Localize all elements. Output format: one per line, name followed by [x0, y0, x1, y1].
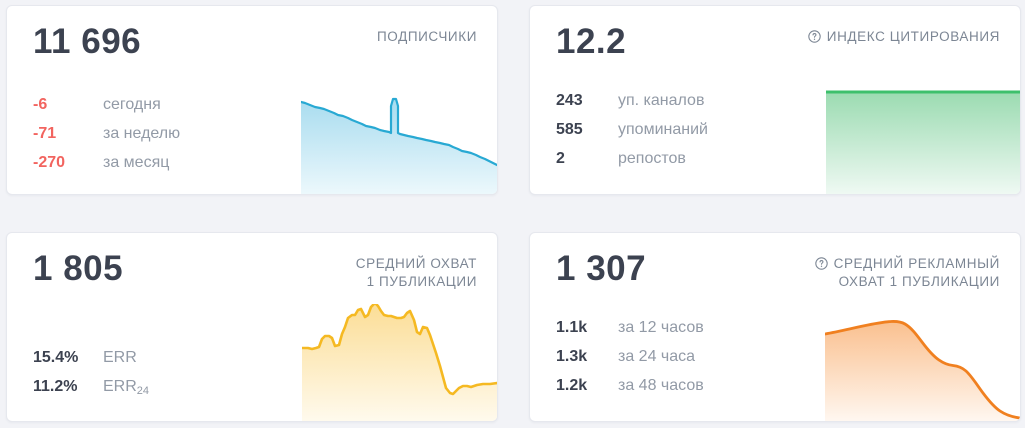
stat-label: за 48 часов: [618, 377, 704, 394]
stat-label: ERR24: [103, 378, 150, 397]
chart-line: [301, 97, 497, 167]
citation-index-label-text: ИНДЕКС ЦИТИРОВАНИЯ: [826, 29, 1000, 44]
stat-row: 11.2% ERR24: [33, 378, 149, 407]
stat-value: 1.2k: [556, 377, 588, 394]
citation-index-sparkline-chart: [826, 89, 1020, 194]
stat-value: 1.1k: [556, 319, 588, 336]
stat-value: 2: [556, 150, 565, 167]
average-ad-reach-label: СРЕДНИЙ РЕКЛАМНЫЙ ОХВАТ 1 ПУБЛИКАЦИИ: [814, 251, 1000, 291]
stat-row: -71 за неделю: [33, 125, 180, 154]
stat-value: 1.3k: [556, 348, 588, 365]
stat-value: 15.4%: [33, 349, 79, 366]
stat-label: сегодня: [103, 96, 161, 113]
citation-index-label: ИНДЕКС ЦИТИРОВАНИЯ: [808, 24, 1000, 46]
subscribers-value: 11 696: [33, 22, 142, 61]
chart-line: [302, 304, 497, 396]
average-ad-reach-value: 1 307: [556, 249, 647, 288]
card-header: 11 696 ПОДПИСЧИКИ: [7, 6, 497, 59]
stat-row: 1.2k за 48 часов: [556, 377, 704, 406]
stat-label: репостов: [618, 150, 686, 167]
card-subscribers[interactable]: 11 696 ПОДПИСЧИКИ -6 сегодня -71 за неде…: [6, 5, 498, 195]
average-reach-label-lines: СРЕДНИЙ ОХВАТ 1 ПУБЛИКАЦИИ: [356, 255, 477, 291]
average-ad-reach-label-line2: ОХВАТ 1 ПУБЛИКАЦИИ: [838, 274, 1000, 290]
stat-value: -270: [33, 154, 66, 171]
stat-label: уп. каналов: [618, 92, 705, 109]
stat-row: 2 репостов: [556, 150, 708, 179]
average-reach-stats: 15.4% ERR 11.2% ERR24: [33, 349, 149, 407]
card-average-ad-reach[interactable]: 1 307 СРЕДНИЙ РЕКЛАМНЫЙ ОХВАТ 1 ПУБЛИКАЦ…: [529, 232, 1021, 422]
chart-area-fill: [302, 304, 497, 421]
subscribers-stats: -6 сегодня -71 за неделю -270 за месяц: [33, 96, 180, 183]
card-citation-index[interactable]: 12.2 ИНДЕКС ЦИТИРОВАНИЯ 243 уп. каналов …: [529, 5, 1021, 195]
stat-row: -270 за месяц: [33, 154, 180, 183]
stat-row: -6 сегодня: [33, 96, 180, 125]
average-reach-sparkline-chart: [302, 304, 497, 421]
average-reach-label: СРЕДНИЙ ОХВАТ 1 ПУБЛИКАЦИИ: [356, 251, 477, 291]
subscribers-sparkline-chart: [301, 93, 497, 194]
citation-index-value: 12.2: [556, 22, 627, 61]
average-ad-reach-stats: 1.1k за 12 часов 1.3k за 24 часа 1.2k за…: [556, 319, 704, 406]
stat-label: за месяц: [103, 154, 170, 171]
stat-value: 243: [556, 92, 583, 109]
average-ad-reach-label-lines: СРЕДНИЙ РЕКЛАМНЫЙ ОХВАТ 1 ПУБЛИКАЦИИ: [834, 255, 1000, 291]
card-average-reach[interactable]: 1 805 СРЕДНИЙ ОХВАТ 1 ПУБЛИКАЦИИ 15.4% E…: [6, 232, 498, 422]
stat-value: 11.2%: [33, 378, 78, 395]
stat-row: 585 упоминаний: [556, 121, 708, 150]
average-reach-label-line2: 1 ПУБЛИКАЦИИ: [366, 274, 477, 290]
stat-row: 243 уп. каналов: [556, 92, 708, 121]
chart-area-fill: [826, 92, 1020, 194]
stat-label: упоминаний: [618, 121, 708, 138]
stat-row: 1.1k за 12 часов: [556, 319, 704, 348]
card-header: 1 307 СРЕДНИЙ РЕКЛАМНЫЙ ОХВАТ 1 ПУБЛИКАЦ…: [530, 233, 1020, 291]
chart-area-fill: [825, 321, 1020, 421]
err-label: ERR: [103, 349, 137, 366]
citation-index-stats: 243 уп. каналов 585 упоминаний 2 репосто…: [556, 92, 708, 179]
help-circle-icon[interactable]: [808, 30, 821, 43]
stat-row: 1.3k за 24 часа: [556, 348, 704, 377]
chart-line: [825, 320, 1020, 420]
stat-row: 15.4% ERR: [33, 349, 149, 378]
help-circle-icon[interactable]: [814, 257, 828, 270]
card-header: 12.2 ИНДЕКС ЦИТИРОВАНИЯ: [530, 6, 1020, 59]
stat-value: -6: [33, 96, 48, 113]
stat-label: за неделю: [103, 125, 181, 142]
card-header: 1 805 СРЕДНИЙ ОХВАТ 1 ПУБЛИКАЦИИ: [7, 233, 497, 291]
err24-label: ERR: [103, 378, 137, 395]
err24-subscript: 24: [136, 385, 150, 397]
subscribers-label-text: ПОДПИСЧИКИ: [376, 29, 477, 44]
stat-label: за 24 часа: [618, 348, 696, 365]
stat-label: ERR: [103, 349, 137, 367]
average-reach-label-line1: СРЕДНИЙ ОХВАТ: [355, 256, 477, 271]
stat-value: 585: [556, 121, 583, 138]
average-ad-reach-label-line1: СРЕДНИЙ РЕКЛАМНЫЙ: [833, 256, 1000, 271]
average-reach-value: 1 805: [33, 249, 124, 288]
subscribers-label: ПОДПИСЧИКИ: [377, 24, 477, 46]
stat-value: -71: [33, 125, 57, 142]
chart-area-fill: [301, 99, 497, 194]
average-ad-reach-sparkline-chart: [825, 312, 1020, 421]
stat-label: за 12 часов: [618, 319, 704, 336]
